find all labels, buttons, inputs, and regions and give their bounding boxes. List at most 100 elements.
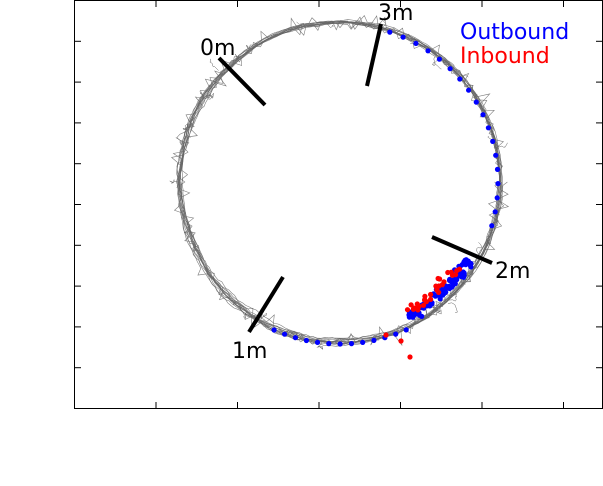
outbound-point [326,341,332,347]
tracking-trace-wisp [296,21,304,30]
outbound-point [292,335,298,341]
outbound-point [387,29,393,35]
series-inbound-points [383,266,463,360]
legend-inbound: Inbound [460,44,550,69]
outbound-point [489,223,495,229]
tracking-trace-wisp [199,91,205,98]
inbound-point [416,303,422,309]
outbound-point [271,327,277,333]
outbound-point [473,99,479,105]
inbound-point [428,291,434,298]
tracking-trace-wisp [234,53,242,63]
outbound-point [490,138,496,144]
outbound-point [436,56,442,62]
tracking-trace-wisp [191,245,200,252]
tracking-trace-wisp [177,161,184,165]
marker-bar-3m [365,23,383,87]
outbound-point [412,312,418,318]
outbound-point [460,269,466,275]
tracking-trace-wisp [183,131,191,139]
tracking-trace-wisp [326,21,335,28]
outbound-point [466,87,472,93]
outbound-point [406,314,412,320]
tracking-trace-wisp [437,305,444,310]
tracking-trace-wisp [382,18,387,27]
inbound-point [436,289,442,295]
inbound-point [454,268,460,274]
tracking-trace-wisp [484,239,492,247]
inbound-point [398,338,404,344]
inbound-point [436,283,442,289]
outbound-point [360,339,366,345]
marker-label-0m: 0m [200,36,235,61]
tracking-trace-wisp [296,334,305,341]
inbound-point [407,354,413,360]
tracking-trace-wisp [182,123,189,131]
tracking-trace-wisp [497,142,508,148]
tracking-trace-pass [170,22,502,340]
inbound-point [404,307,411,313]
tracking-trace-wisp [176,181,181,189]
inbound-point [453,272,459,278]
inbound-point [411,306,417,312]
outbound-point [303,337,309,344]
tracking-trace-wisp [493,144,497,150]
tracking-trace-wisp [486,230,493,237]
outbound-point [464,258,470,264]
tracking-trace-wisp [460,74,469,80]
tracking-trace-wisp [243,311,248,319]
series-outbound-points [271,29,501,347]
marker-label-3m: 3m [378,1,413,26]
inbound-point [441,279,447,285]
marker-bar-1m [247,275,285,334]
inbound-point [448,269,454,275]
tracking-trace-wisp [334,337,344,345]
tracking-trace-wisp [183,230,190,238]
marker-label-1m: 1m [232,339,267,364]
outbound-point [371,337,377,343]
inbound-point [437,276,443,282]
outbound-point [393,331,399,337]
tracking-trace-wisp [207,81,216,87]
inbound-point [428,296,434,302]
tracking-trace-wisp [186,223,192,231]
tracking-trace-pass [181,20,505,345]
outbound-point [494,195,500,201]
outbound-point [493,152,499,158]
tracking-trace-wisp [206,93,214,100]
outbound-point [454,277,460,283]
outbound-point [314,339,321,345]
marker-bar-0m [217,56,267,107]
tracking-trace-wisp [205,93,214,99]
outbound-point [403,327,409,333]
outbound-point [447,276,453,282]
tracking-trace-wisp [179,140,186,146]
tracking-trace-wisp [448,294,457,302]
tracking-trace [169,14,510,351]
tracking-trace-wisp [187,123,193,128]
outbound-point [457,76,463,82]
tracking-trace-wisp [436,309,442,315]
outbound-point [495,181,501,187]
tracking-trace-wisp [425,309,430,319]
outbound-point [282,331,288,337]
tracking-trace-wisp [495,156,501,160]
outbound-point [425,48,431,54]
outbound-point [337,341,343,347]
tracking-trace-wisp [461,282,466,285]
tracking-trace-wisp [431,56,442,70]
tracking-trace-wisp [447,302,458,313]
tracking-trace-wisp [476,242,483,255]
marker-label-2m: 2m [495,259,530,284]
outbound-point [400,34,406,40]
tracking-trace-wisp [169,179,178,184]
outbound-point [492,209,498,215]
outbound-point [419,313,425,319]
legend-outbound: Outbound [460,20,569,45]
inbound-point [383,332,389,338]
tracking-trace-wisp [175,137,190,148]
outbound-point [480,112,486,118]
inbound-point [420,302,427,308]
tracking-trace-wisp [235,54,239,61]
